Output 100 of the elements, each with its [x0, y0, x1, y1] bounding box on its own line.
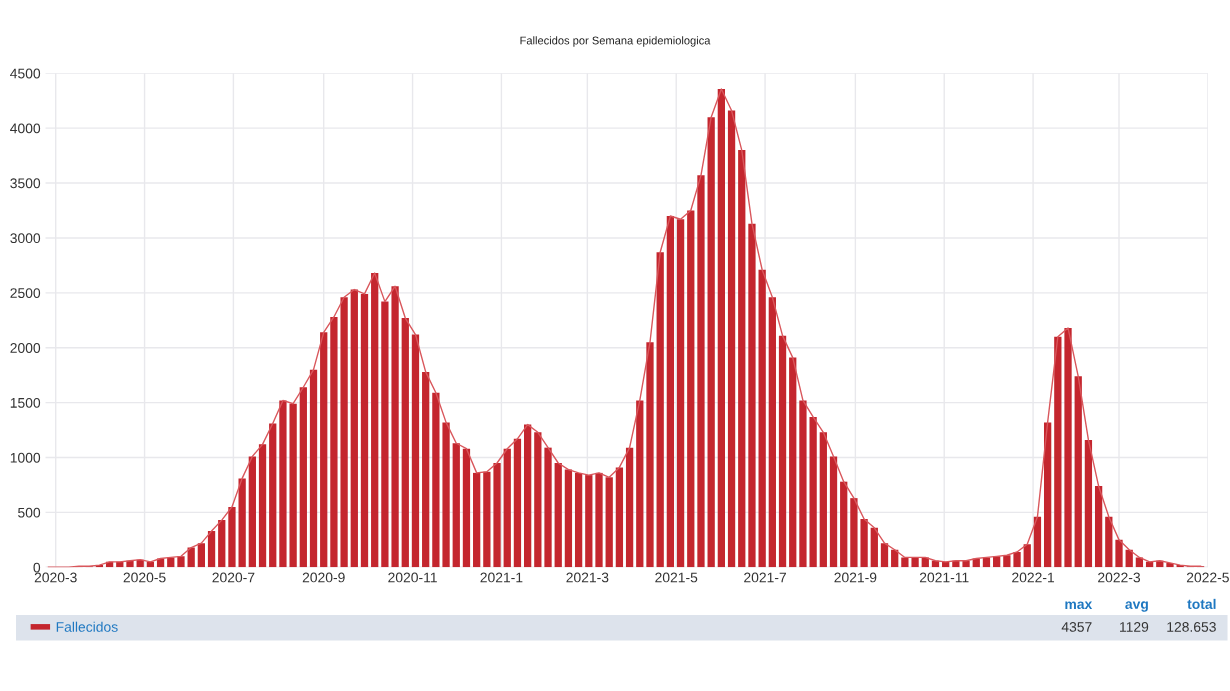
bar	[585, 475, 593, 568]
bar	[1084, 439, 1093, 568]
x-tick-label: 2022-3	[1098, 572, 1141, 583]
bar	[1054, 336, 1062, 568]
y-tick-label: 0	[33, 562, 41, 573]
bar	[727, 110, 736, 568]
text: 4357	[1061, 622, 1092, 632]
y-tick-label: 1000	[10, 452, 41, 463]
x-tick-label: 2022-5	[1186, 572, 1229, 583]
bar	[350, 289, 358, 568]
x-tick-label: 2020-11	[388, 572, 437, 583]
bar	[207, 531, 216, 568]
bar	[279, 400, 287, 568]
bar	[809, 416, 817, 568]
x-tick-label: 2021-1	[480, 572, 523, 583]
y-tick-label: 3000	[10, 233, 41, 244]
bar	[1115, 539, 1123, 568]
text: total	[1187, 598, 1216, 610]
bar	[422, 371, 430, 568]
legend-label: Fallecidos	[56, 621, 118, 632]
bar	[330, 316, 338, 568]
text: max	[1065, 601, 1093, 610]
bar	[1094, 486, 1103, 568]
bar	[829, 456, 838, 568]
bar	[513, 438, 522, 568]
bar	[473, 472, 481, 568]
x-tick-label: 2020-9	[302, 572, 345, 583]
bar	[391, 286, 399, 568]
bar	[483, 471, 491, 568]
bar	[177, 556, 185, 568]
bar	[880, 543, 889, 568]
bar	[687, 210, 695, 568]
bar	[452, 443, 460, 568]
bar	[595, 472, 603, 568]
bar	[442, 422, 450, 568]
bar	[870, 527, 878, 568]
bar	[534, 432, 542, 568]
y-tick-label: 4000	[10, 123, 41, 134]
bar	[309, 369, 318, 568]
bar	[697, 175, 705, 568]
bar	[636, 400, 644, 568]
bar	[850, 498, 858, 568]
x-tick-label: 2021-7	[744, 572, 786, 583]
bar	[574, 472, 583, 568]
bar	[544, 447, 552, 568]
bar	[717, 88, 725, 568]
y-tick-label: 3500	[10, 178, 41, 189]
bar	[493, 463, 501, 568]
bar	[962, 560, 970, 568]
bar	[401, 318, 409, 568]
bar	[248, 456, 256, 568]
bar	[676, 219, 685, 568]
x-tick-label: 2021-11	[919, 572, 969, 583]
bar	[218, 520, 226, 568]
x-tick-label: 2022-1	[1012, 572, 1055, 583]
bar	[1013, 551, 1021, 568]
bar	[228, 506, 236, 568]
bar	[646, 342, 654, 568]
bar	[432, 392, 440, 568]
bar	[411, 334, 420, 568]
bar	[197, 543, 206, 568]
text: 1129	[1120, 622, 1149, 632]
bar	[299, 387, 307, 568]
bar	[952, 560, 960, 568]
x-tick-label: 2021-5	[655, 572, 698, 583]
bar	[901, 557, 909, 568]
y-tick-label: 2000	[10, 343, 41, 353]
x-tick-label: 2020-3	[34, 572, 77, 583]
bar	[625, 447, 634, 568]
x-tick-label: 2020-7	[212, 572, 255, 583]
y-tick-label: 1500	[10, 397, 41, 408]
bar	[238, 478, 246, 568]
bar	[768, 297, 776, 568]
bar	[911, 557, 919, 568]
bar	[320, 332, 328, 568]
bar	[860, 519, 868, 568]
y-tick-label: 500	[18, 507, 41, 518]
chart-title: Fallecidos por Semana epidemiologica	[520, 36, 711, 47]
x-tick-label: 2020-5	[123, 572, 166, 583]
bar	[819, 432, 827, 568]
y-tick-label: 4500	[10, 68, 41, 79]
bar	[524, 424, 532, 568]
bar	[1105, 516, 1113, 568]
bar	[748, 223, 756, 568]
bar	[554, 463, 562, 568]
x-tick-label: 2021-9	[834, 572, 877, 583]
bar	[605, 477, 613, 568]
x-tick-label: 2021-3	[566, 572, 609, 583]
bar	[1023, 544, 1031, 568]
text: 128.653	[1167, 622, 1216, 632]
bar	[789, 357, 797, 568]
bar	[269, 423, 277, 568]
bar	[503, 448, 511, 568]
bar	[289, 403, 297, 568]
bar	[1043, 422, 1052, 568]
bar	[258, 444, 267, 568]
bar	[738, 150, 746, 568]
bar	[371, 273, 379, 568]
bar	[462, 448, 471, 568]
bar	[126, 560, 134, 568]
